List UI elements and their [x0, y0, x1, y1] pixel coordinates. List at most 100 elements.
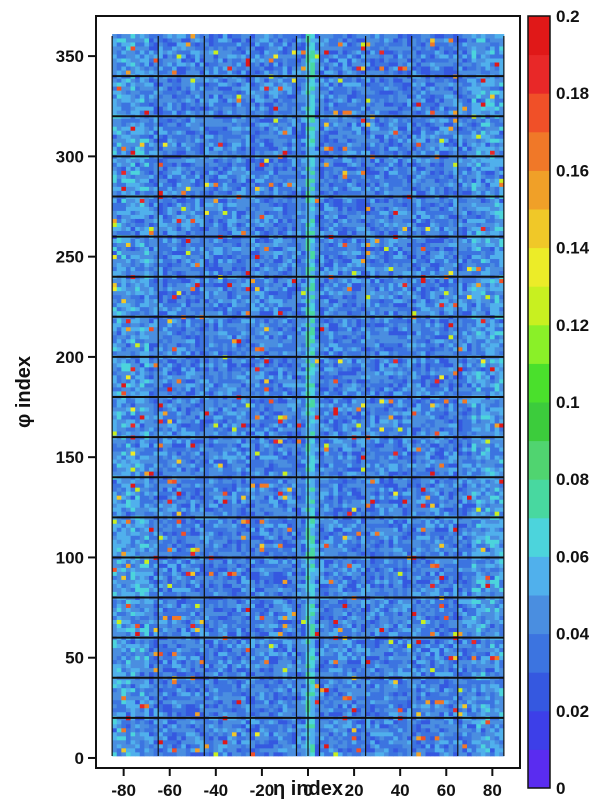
heat-cell: [209, 539, 214, 543]
heat-cell: [181, 323, 186, 327]
heat-cell: [140, 303, 145, 307]
heat-cell: [121, 359, 126, 363]
heat-cell: [167, 198, 172, 202]
heat-cell: [172, 343, 177, 347]
heat-cell: [214, 279, 219, 283]
heat-cell: [172, 239, 177, 243]
heat-cell: [181, 575, 186, 579]
heat-cell: [186, 580, 191, 584]
heat-cell: [163, 311, 168, 315]
heat-cell: [195, 624, 200, 628]
heat-cell: [135, 632, 140, 636]
heat-cell: [232, 495, 237, 499]
heat-cell: [177, 535, 182, 539]
heat-cell: [126, 471, 131, 475]
heat-cell: [186, 736, 191, 740]
heat-cell: [149, 150, 154, 154]
heat-cell: [209, 383, 214, 387]
heat-cell: [112, 664, 117, 668]
heat-cell: [140, 263, 145, 267]
heat-cell: [121, 567, 126, 571]
heat-cell: [149, 608, 154, 612]
heat-cell: [135, 78, 140, 82]
heat-cell: [177, 142, 182, 146]
heat-cell: [172, 267, 177, 271]
heat-cell: [227, 347, 232, 351]
heat-cell: [112, 451, 117, 455]
heat-cell: [163, 640, 168, 644]
heat-cell: [177, 363, 182, 367]
heat-cell: [112, 600, 117, 604]
heat-cell: [214, 640, 219, 644]
heat-cell: [204, 102, 209, 106]
heat-cell: [227, 263, 232, 267]
heat-cell: [186, 347, 191, 351]
heat-cell: [135, 327, 140, 331]
heat-cell: [121, 267, 126, 271]
heat-cell: [186, 98, 191, 102]
heat-cell: [149, 207, 154, 211]
heat-cell: [149, 283, 154, 287]
heat-cell: [227, 98, 232, 102]
heat-cell: [135, 495, 140, 499]
heat-cell: [204, 311, 209, 315]
heat-cell: [227, 459, 232, 463]
heat-cell: [232, 50, 237, 54]
heat-cell: [135, 311, 140, 315]
heat-cell: [223, 259, 228, 263]
heat-cell: [218, 379, 223, 383]
heat-cell: [144, 58, 149, 62]
heat-cell: [131, 467, 136, 471]
heat-cell: [140, 267, 145, 271]
heat-cell: [117, 724, 122, 728]
heat-cell: [190, 612, 195, 616]
heat-cell: [126, 559, 131, 563]
heat-cell: [177, 138, 182, 142]
heat-cell: [140, 487, 145, 491]
heat-cell: [177, 612, 182, 616]
heat-cell: [117, 656, 122, 660]
heat-cell: [149, 483, 154, 487]
heat-cell: [237, 427, 242, 431]
heat-cell: [144, 479, 149, 483]
heat-cell: [204, 142, 209, 146]
heat-cell: [172, 78, 177, 82]
heat-cell: [181, 419, 186, 423]
heat-cell: [181, 439, 186, 443]
heat-cell: [181, 455, 186, 459]
heat-cell: [121, 231, 126, 235]
heat-cell: [135, 423, 140, 427]
heat-cell: [223, 323, 228, 327]
heat-cell: [190, 744, 195, 748]
heat-cell: [227, 331, 232, 335]
heat-cell: [218, 652, 223, 656]
heat-cell: [177, 616, 182, 620]
heat-cell: [218, 50, 223, 54]
heat-cell: [126, 323, 131, 327]
heat-cell: [117, 363, 122, 367]
heat-cell: [204, 347, 209, 351]
heat-cell: [227, 748, 232, 752]
heat-cell: [140, 331, 145, 335]
heat-cell: [117, 311, 122, 315]
heat-cell: [195, 371, 200, 375]
heat-cell: [223, 54, 228, 58]
heat-cell: [181, 170, 186, 174]
heat-cell: [190, 231, 195, 235]
heat-cell: [149, 299, 154, 303]
heat-cell: [227, 311, 232, 315]
heat-cell: [209, 411, 214, 415]
heat-cell: [218, 535, 223, 539]
heat-cell: [121, 186, 126, 190]
heat-cell: [227, 106, 232, 110]
heat-cell: [140, 479, 145, 483]
heat-cell: [172, 728, 177, 732]
heat-cell: [140, 122, 145, 126]
heat-cell: [135, 178, 140, 182]
heat-cell: [214, 535, 219, 539]
heat-cell: [181, 748, 186, 752]
heat-cell: [204, 291, 209, 295]
heat-cell: [195, 291, 200, 295]
heat-cell: [186, 732, 191, 736]
